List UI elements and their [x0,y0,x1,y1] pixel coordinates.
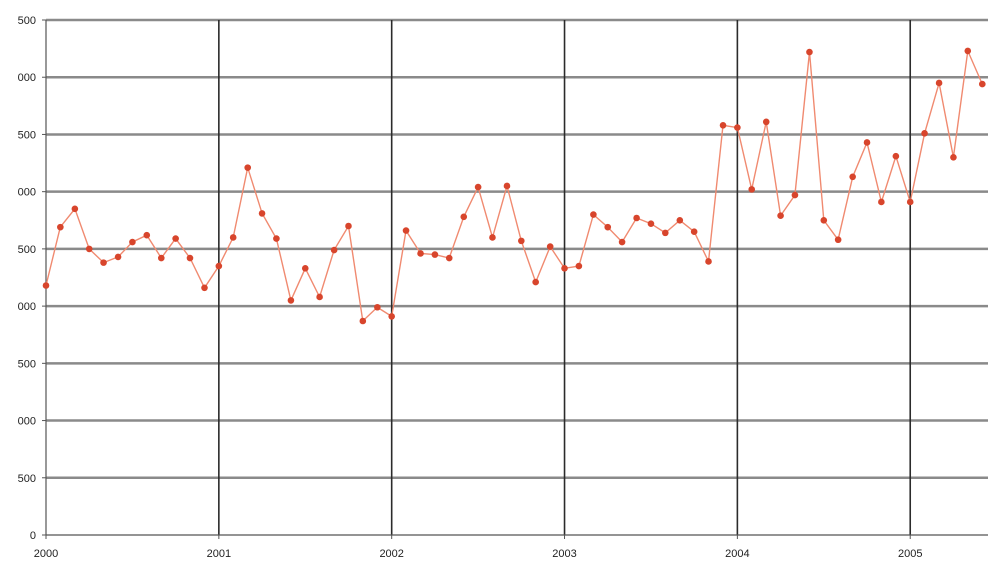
y-tick-labels: 0 500 000 500 000 500 000 500 000 500 [18,15,36,542]
data-point [863,139,871,146]
data-point [806,48,813,56]
data-point [834,236,842,244]
data-point [935,79,943,87]
y-tick-label: 000 [18,187,36,199]
data-point [474,183,482,191]
series-line [45,48,983,323]
y-tick-label: 000 [18,301,36,313]
data-point [258,210,266,217]
data-point [633,214,640,222]
data-point [964,47,972,55]
x-tick-label: 2002 [379,548,403,560]
data-point [618,238,626,246]
data-point [402,227,410,234]
data-point [777,212,784,219]
data-point [690,228,698,236]
x-tick-label: 2001 [207,548,231,560]
data-point [100,259,107,266]
data-point [287,297,295,304]
data-point [590,211,597,218]
y-tick-label: 500 [18,244,36,256]
data-point [878,198,885,206]
x-tick-label: 2005 [898,548,922,560]
data-point [561,265,568,272]
data-point [460,213,468,221]
data-point [215,262,223,270]
series-price [42,47,986,325]
y-tick-label: 500 [18,129,36,141]
data-point [42,282,50,289]
data-point [518,237,525,245]
data-point [85,245,93,253]
data-point [330,246,338,254]
data-point [950,154,957,161]
data-point [676,216,684,224]
data-point [129,238,136,246]
data-point [575,262,583,270]
data-point [172,235,179,242]
x-tick-label: 2003 [552,548,576,560]
data-point [388,313,395,320]
data-point [157,254,165,262]
data-point [892,152,900,160]
data-point [532,278,539,286]
data-point [748,186,756,193]
data-point [229,234,237,241]
data-point [604,223,612,231]
data-point [374,303,381,311]
data-point [489,234,496,241]
data-point [71,205,79,213]
data-point [719,121,727,129]
data-point [791,191,799,199]
y-tick-label: 0 [30,530,36,542]
data-point [431,251,439,258]
data-point [647,220,655,228]
data-point [417,250,424,257]
data-point [445,254,453,262]
data-point [762,118,770,126]
data-point [546,243,554,250]
data-point [244,164,252,171]
axes [42,19,988,539]
data-point [143,231,151,239]
data-point [186,254,194,262]
data-point [734,124,741,131]
data-point [359,317,367,325]
data-point [662,229,669,237]
data-point [978,80,986,88]
data-point [820,216,828,224]
y-tick-label: 000 [18,416,36,428]
data-point [201,284,208,292]
data-point [849,173,856,181]
x-tick-label: 2004 [725,548,749,560]
x-tick-label: 2000 [34,548,58,560]
data-point [921,130,928,137]
data-point [316,293,323,301]
grid [46,18,988,535]
data-point [705,258,712,265]
data-point [273,235,280,242]
data-point [906,198,914,206]
y-tick-label: 500 [18,473,36,485]
data-point [57,223,64,231]
data-point [345,222,352,230]
y-tick-label: 500 [18,15,36,27]
data-point [114,253,122,261]
y-tick-label: 500 [18,358,36,370]
data-point [301,265,309,272]
x-tick-labels: 2000 2001 2002 2003 2004 2005 [34,548,923,560]
y-tick-label: 000 [18,72,36,84]
data-point [503,182,511,190]
